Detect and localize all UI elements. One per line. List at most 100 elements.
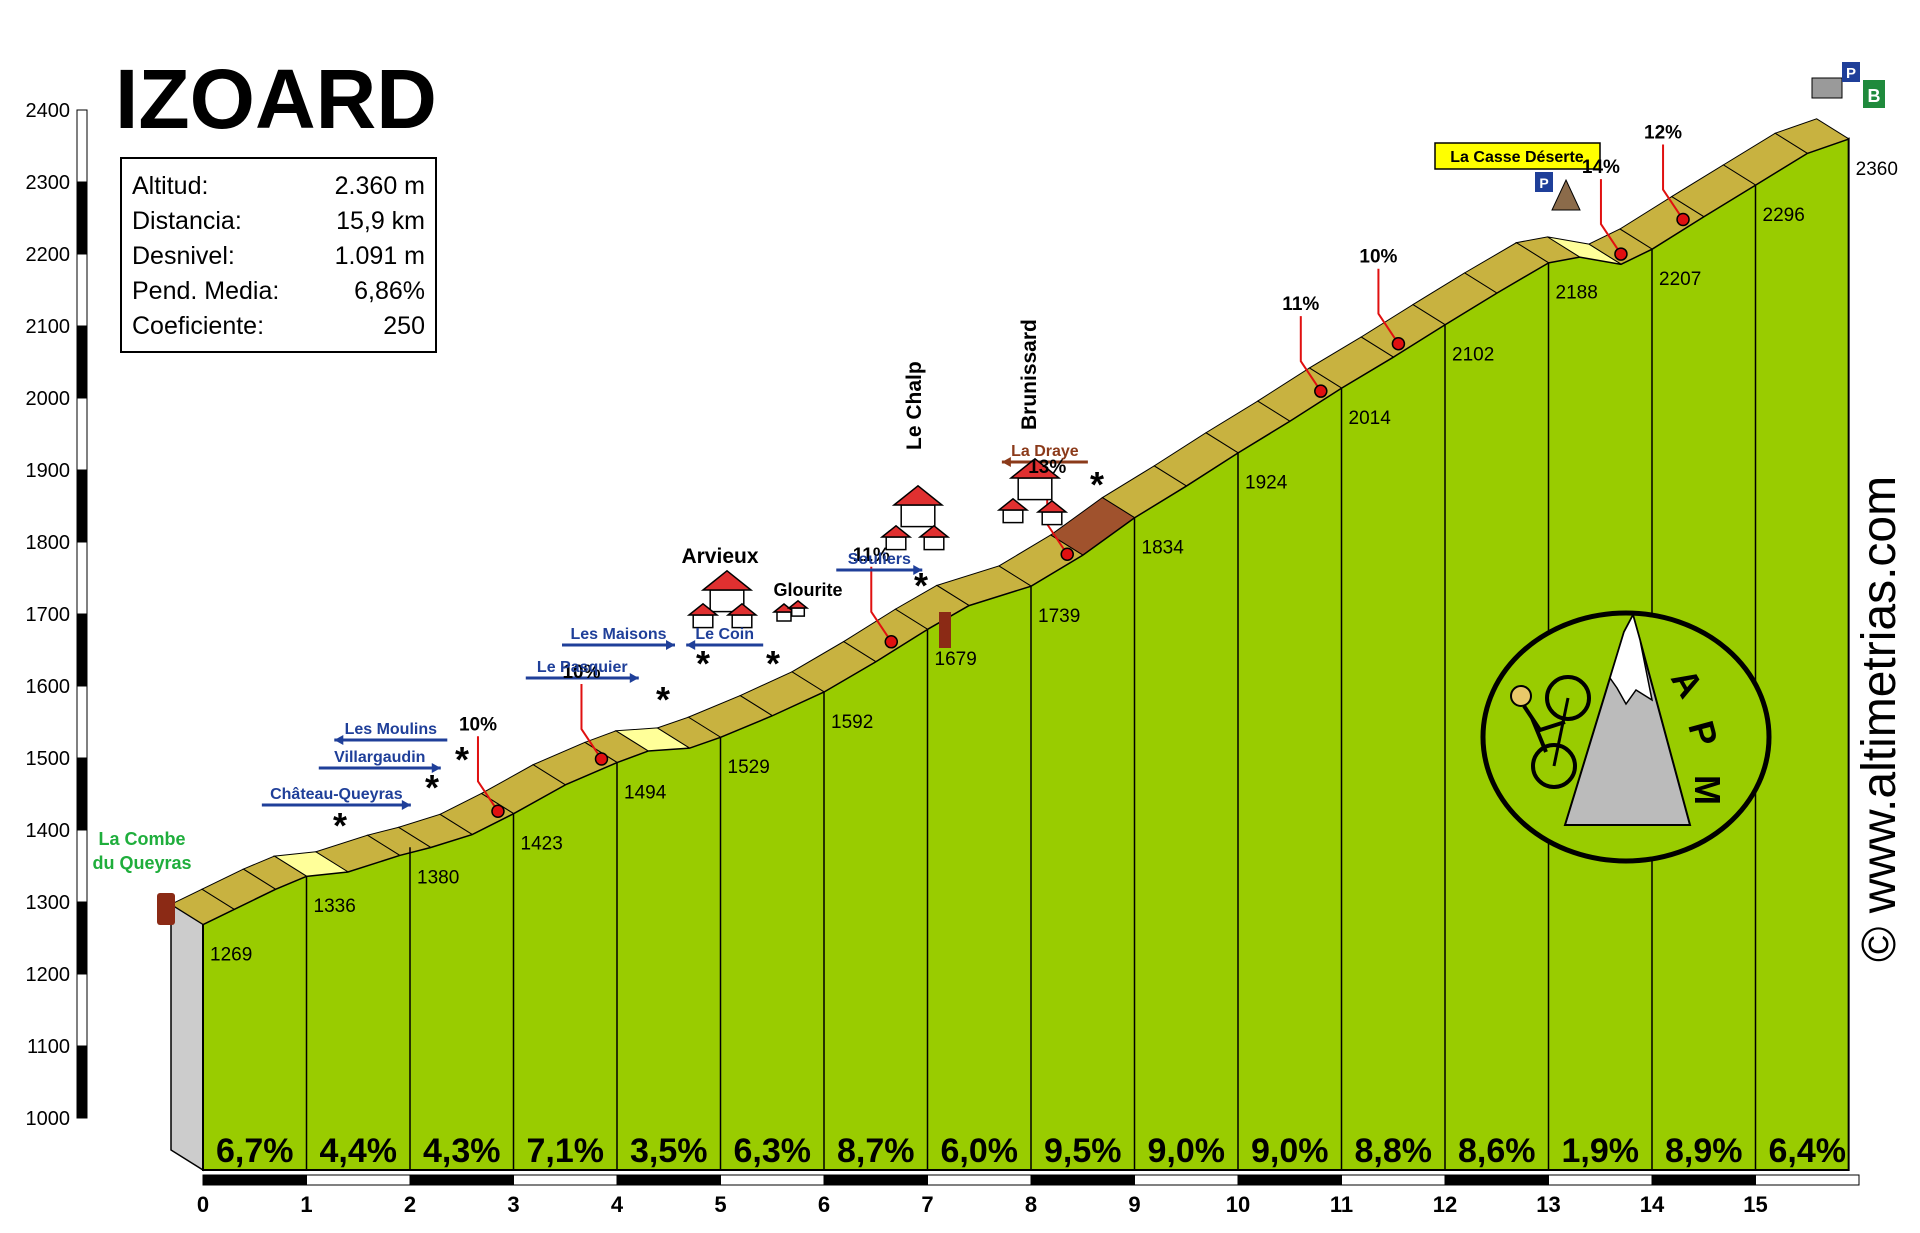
y-tick-label: 2200 xyxy=(26,244,71,266)
y-tick-label: 1300 xyxy=(26,892,71,914)
scale-bar-segment xyxy=(1030,1174,1135,1186)
poi-asterisk-icon: * xyxy=(455,739,469,780)
y-tick-label: 1700 xyxy=(26,604,71,626)
y-tick-label: 1500 xyxy=(26,748,71,770)
poi-asterisk-icon: * xyxy=(914,565,928,606)
arrow-head-icon xyxy=(431,763,441,773)
village-icon xyxy=(879,524,913,551)
gradient-marker-line xyxy=(870,566,893,643)
house-wall xyxy=(1002,509,1024,524)
x-tick-label: 13 xyxy=(1536,1192,1560,1217)
village-icon xyxy=(786,599,810,617)
place-label: La Combe xyxy=(98,829,185,849)
x-tick-label: 15 xyxy=(1743,1192,1767,1217)
x-tick-label: 11 xyxy=(1330,1192,1353,1217)
bike-wheel-icon xyxy=(1545,675,1591,721)
scale-bar-segment xyxy=(202,1174,307,1186)
segment-gradient-label: 9,0% xyxy=(1251,1132,1329,1170)
x-tick-label: 3 xyxy=(507,1192,519,1217)
summit-sign-label: P xyxy=(1846,65,1856,82)
y-tick-label: 1200 xyxy=(26,964,71,986)
stat-value: 250 xyxy=(383,312,425,340)
side-road-label: Le Pasquier xyxy=(537,659,628,676)
km-altitude-label: 1529 xyxy=(728,757,770,778)
gradient-marker-dot xyxy=(594,752,609,766)
segment-gradient-label: 8,8% xyxy=(1355,1132,1433,1170)
axis-segment xyxy=(76,901,88,975)
km-altitude-label: 1269 xyxy=(210,944,252,965)
gradient-marker-dot xyxy=(1060,547,1074,561)
start-bracket-icon xyxy=(157,893,175,925)
village-icon xyxy=(725,602,759,629)
place-label: du Queyras xyxy=(92,853,191,873)
gradient-marker-dot xyxy=(1314,384,1328,398)
scale-bar-segment xyxy=(1651,1174,1756,1186)
stat-label: Distancia: xyxy=(132,207,242,235)
house-roof xyxy=(786,599,810,609)
segment-gradient-label: 7,1% xyxy=(527,1132,605,1170)
km-altitude-label: 1380 xyxy=(417,867,459,888)
axis-segment xyxy=(76,397,88,471)
segment-gradient-label: 9,0% xyxy=(1148,1132,1226,1170)
km-altitude-label: 1423 xyxy=(521,833,563,854)
axis-segment xyxy=(76,109,88,183)
house-roof xyxy=(891,484,945,506)
village-icon xyxy=(917,524,951,551)
km-altitude-label: 2188 xyxy=(1556,283,1598,304)
highlight-label: La Casse Déserte xyxy=(1450,149,1584,166)
side-road-label: Château-Queyras xyxy=(270,786,403,803)
arrow-head-icon xyxy=(401,800,411,810)
gradient-marker-line xyxy=(476,736,499,812)
highlight-box xyxy=(1434,142,1601,170)
y-tick-label: 2100 xyxy=(26,316,71,338)
axis-segment xyxy=(76,685,88,759)
y-tick-label: 1600 xyxy=(26,676,71,698)
gradient-marker-dot xyxy=(884,635,899,649)
km-altitude-label: 2296 xyxy=(1763,205,1805,226)
place-label: Arvieux xyxy=(681,545,758,568)
parking-sign-label: P xyxy=(1539,175,1548,191)
road-band-segment xyxy=(1774,118,1850,154)
house-wall xyxy=(1041,511,1063,526)
scale-bar-segment xyxy=(1755,1174,1860,1186)
scale-bar-segment xyxy=(1548,1174,1653,1186)
gradient-marker-dot xyxy=(1614,247,1628,261)
km-altitude-label: 2014 xyxy=(1349,408,1392,429)
village-icon xyxy=(1035,499,1069,526)
y-tick-label: 2000 xyxy=(26,388,71,410)
x-tick-label: 14 xyxy=(1640,1192,1665,1217)
gradient-marker-line xyxy=(1377,268,1400,345)
village-icon xyxy=(686,602,720,629)
scale-bar-segment xyxy=(616,1174,721,1186)
x-tick-label: 12 xyxy=(1433,1192,1457,1217)
km-altitude-label: 2102 xyxy=(1452,345,1494,366)
watermark: © www.altimetrias.com xyxy=(1853,476,1906,962)
summit-sign-label: B xyxy=(1868,86,1881,106)
house-roof xyxy=(917,524,951,538)
x-tick-label: 4 xyxy=(611,1192,624,1217)
house-roof xyxy=(996,497,1030,511)
bar-sign-icon xyxy=(1863,80,1885,108)
y-tick-label: 1400 xyxy=(26,820,71,842)
axis-segment xyxy=(76,829,88,903)
gradient-marker-line xyxy=(1299,316,1322,392)
axis-segment xyxy=(76,469,88,543)
side-road-label: Souliers xyxy=(848,551,911,568)
stat-value: 1.091 m xyxy=(335,242,425,270)
km-altitude-label: 1834 xyxy=(1142,538,1185,559)
segment-gradient-label: 4,4% xyxy=(320,1132,398,1170)
parking-sign-icon xyxy=(1535,172,1553,192)
village-icon xyxy=(996,497,1030,524)
x-tick-label: 2 xyxy=(404,1192,416,1217)
segment-gradient-label: 9,5% xyxy=(1044,1132,1122,1170)
house-wall xyxy=(776,611,792,622)
x-tick-label: 1 xyxy=(300,1192,312,1217)
segment-gradient-label: 8,7% xyxy=(837,1132,915,1170)
max-gradient-label: 10% xyxy=(562,662,600,683)
rock-icon xyxy=(1551,178,1581,211)
house-roof xyxy=(686,602,720,616)
gradient-marker-line xyxy=(580,684,603,760)
segment-gradient-label: 3,5% xyxy=(630,1132,708,1170)
place-label: Le Chalp xyxy=(903,361,926,450)
